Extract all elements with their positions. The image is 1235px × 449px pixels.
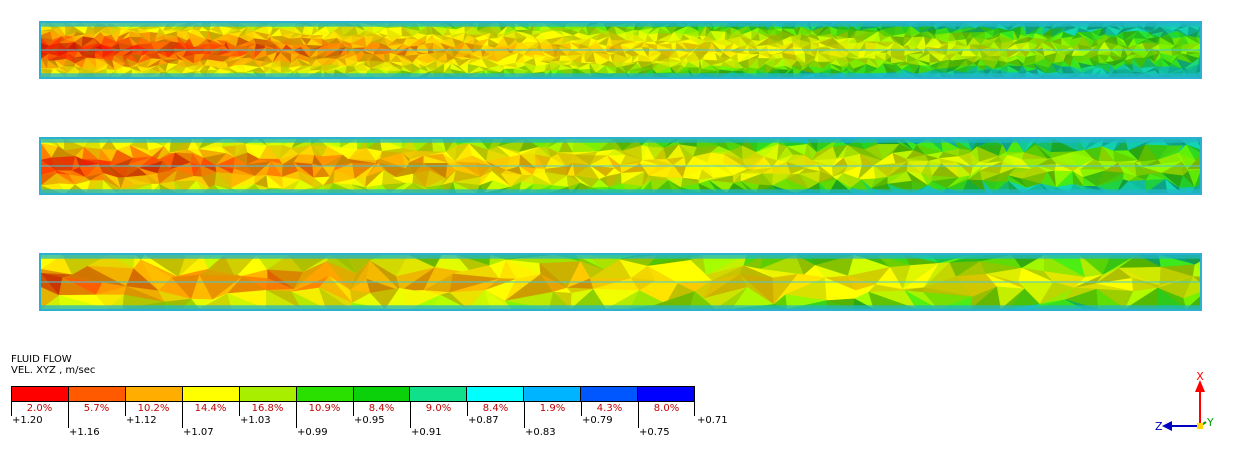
color-legend-bar [11, 386, 695, 402]
legend-swatch [239, 387, 297, 401]
y-axis-label: Y [1206, 416, 1214, 429]
legend-value: +0.79 [582, 415, 613, 426]
legend-tick [524, 402, 525, 428]
legend-percentage: 8.4% [368, 403, 395, 414]
legend-tick [125, 402, 126, 416]
legend-swatch [410, 387, 468, 401]
legend-percentage: 8.0% [653, 403, 680, 414]
legend-percentage: 14.4% [194, 403, 227, 414]
legend-percentage: 8.4% [482, 403, 509, 414]
legend-tick [239, 402, 240, 416]
x-axis-label: X [1196, 370, 1204, 383]
legend-tick [68, 402, 69, 428]
legend-percentage: 16.8% [251, 403, 284, 414]
legend-swatch [182, 387, 240, 401]
legend-percentage: 1.9% [539, 403, 566, 414]
legend-tick [11, 402, 12, 416]
z-axis-label: Z [1155, 420, 1163, 433]
legend-tick [182, 402, 183, 428]
legend-swatch [12, 387, 69, 401]
legend-swatch [125, 387, 183, 401]
legend-tick [467, 402, 468, 416]
legend-ticks [11, 402, 695, 428]
legend-tick [581, 402, 582, 416]
legend-tick [410, 402, 411, 428]
legend-value: +0.87 [468, 415, 499, 426]
legend-value: +1.07 [183, 427, 214, 438]
legend-swatch [581, 387, 639, 401]
legend-value: +0.91 [411, 427, 442, 438]
legend-swatch [296, 387, 354, 401]
legend-value: +0.71 [697, 415, 728, 426]
legend-value: +1.12 [126, 415, 157, 426]
legend-title-line1: FLUID FLOW [11, 354, 72, 365]
legend-percentage: 2.0% [26, 403, 53, 414]
legend-percentage: 4.3% [596, 403, 623, 414]
legend-swatch [353, 387, 411, 401]
legend-swatch [524, 387, 582, 401]
legend-value: +1.16 [69, 427, 100, 438]
legend-value: +0.75 [639, 427, 670, 438]
legend-tick [638, 402, 639, 428]
legend-value: +1.20 [12, 415, 43, 426]
legend-value: +0.95 [354, 415, 385, 426]
legend-percentage: 10.2% [137, 403, 170, 414]
legend-percentage: 9.0% [425, 403, 452, 414]
legend-title-line2: VEL. XYZ , m/sec [11, 365, 96, 376]
legend-tick [296, 402, 297, 428]
contour-plot-coarse [41, 255, 1200, 309]
legend-swatch [638, 387, 695, 401]
contour-plot-medium [41, 139, 1200, 193]
legend-swatch [467, 387, 525, 401]
legend-title: FLUID FLOW VEL. XYZ , m/sec [11, 354, 95, 376]
legend-swatch [68, 387, 126, 401]
legend-tick [694, 402, 695, 416]
legend-value: +1.03 [240, 415, 271, 426]
legend-percentage: 5.7% [83, 403, 110, 414]
legend-value: +0.99 [297, 427, 328, 438]
legend-percentage: 10.9% [308, 403, 341, 414]
contour-plot-fine [41, 23, 1200, 77]
legend-tick [353, 402, 354, 416]
velocity-contour-strip-fine [39, 21, 1202, 79]
velocity-contour-strip-coarse [39, 253, 1202, 311]
velocity-contour-strip-medium [39, 137, 1202, 195]
legend-value: +0.83 [525, 427, 556, 438]
axis-triad: X Z Y [1150, 368, 1220, 438]
